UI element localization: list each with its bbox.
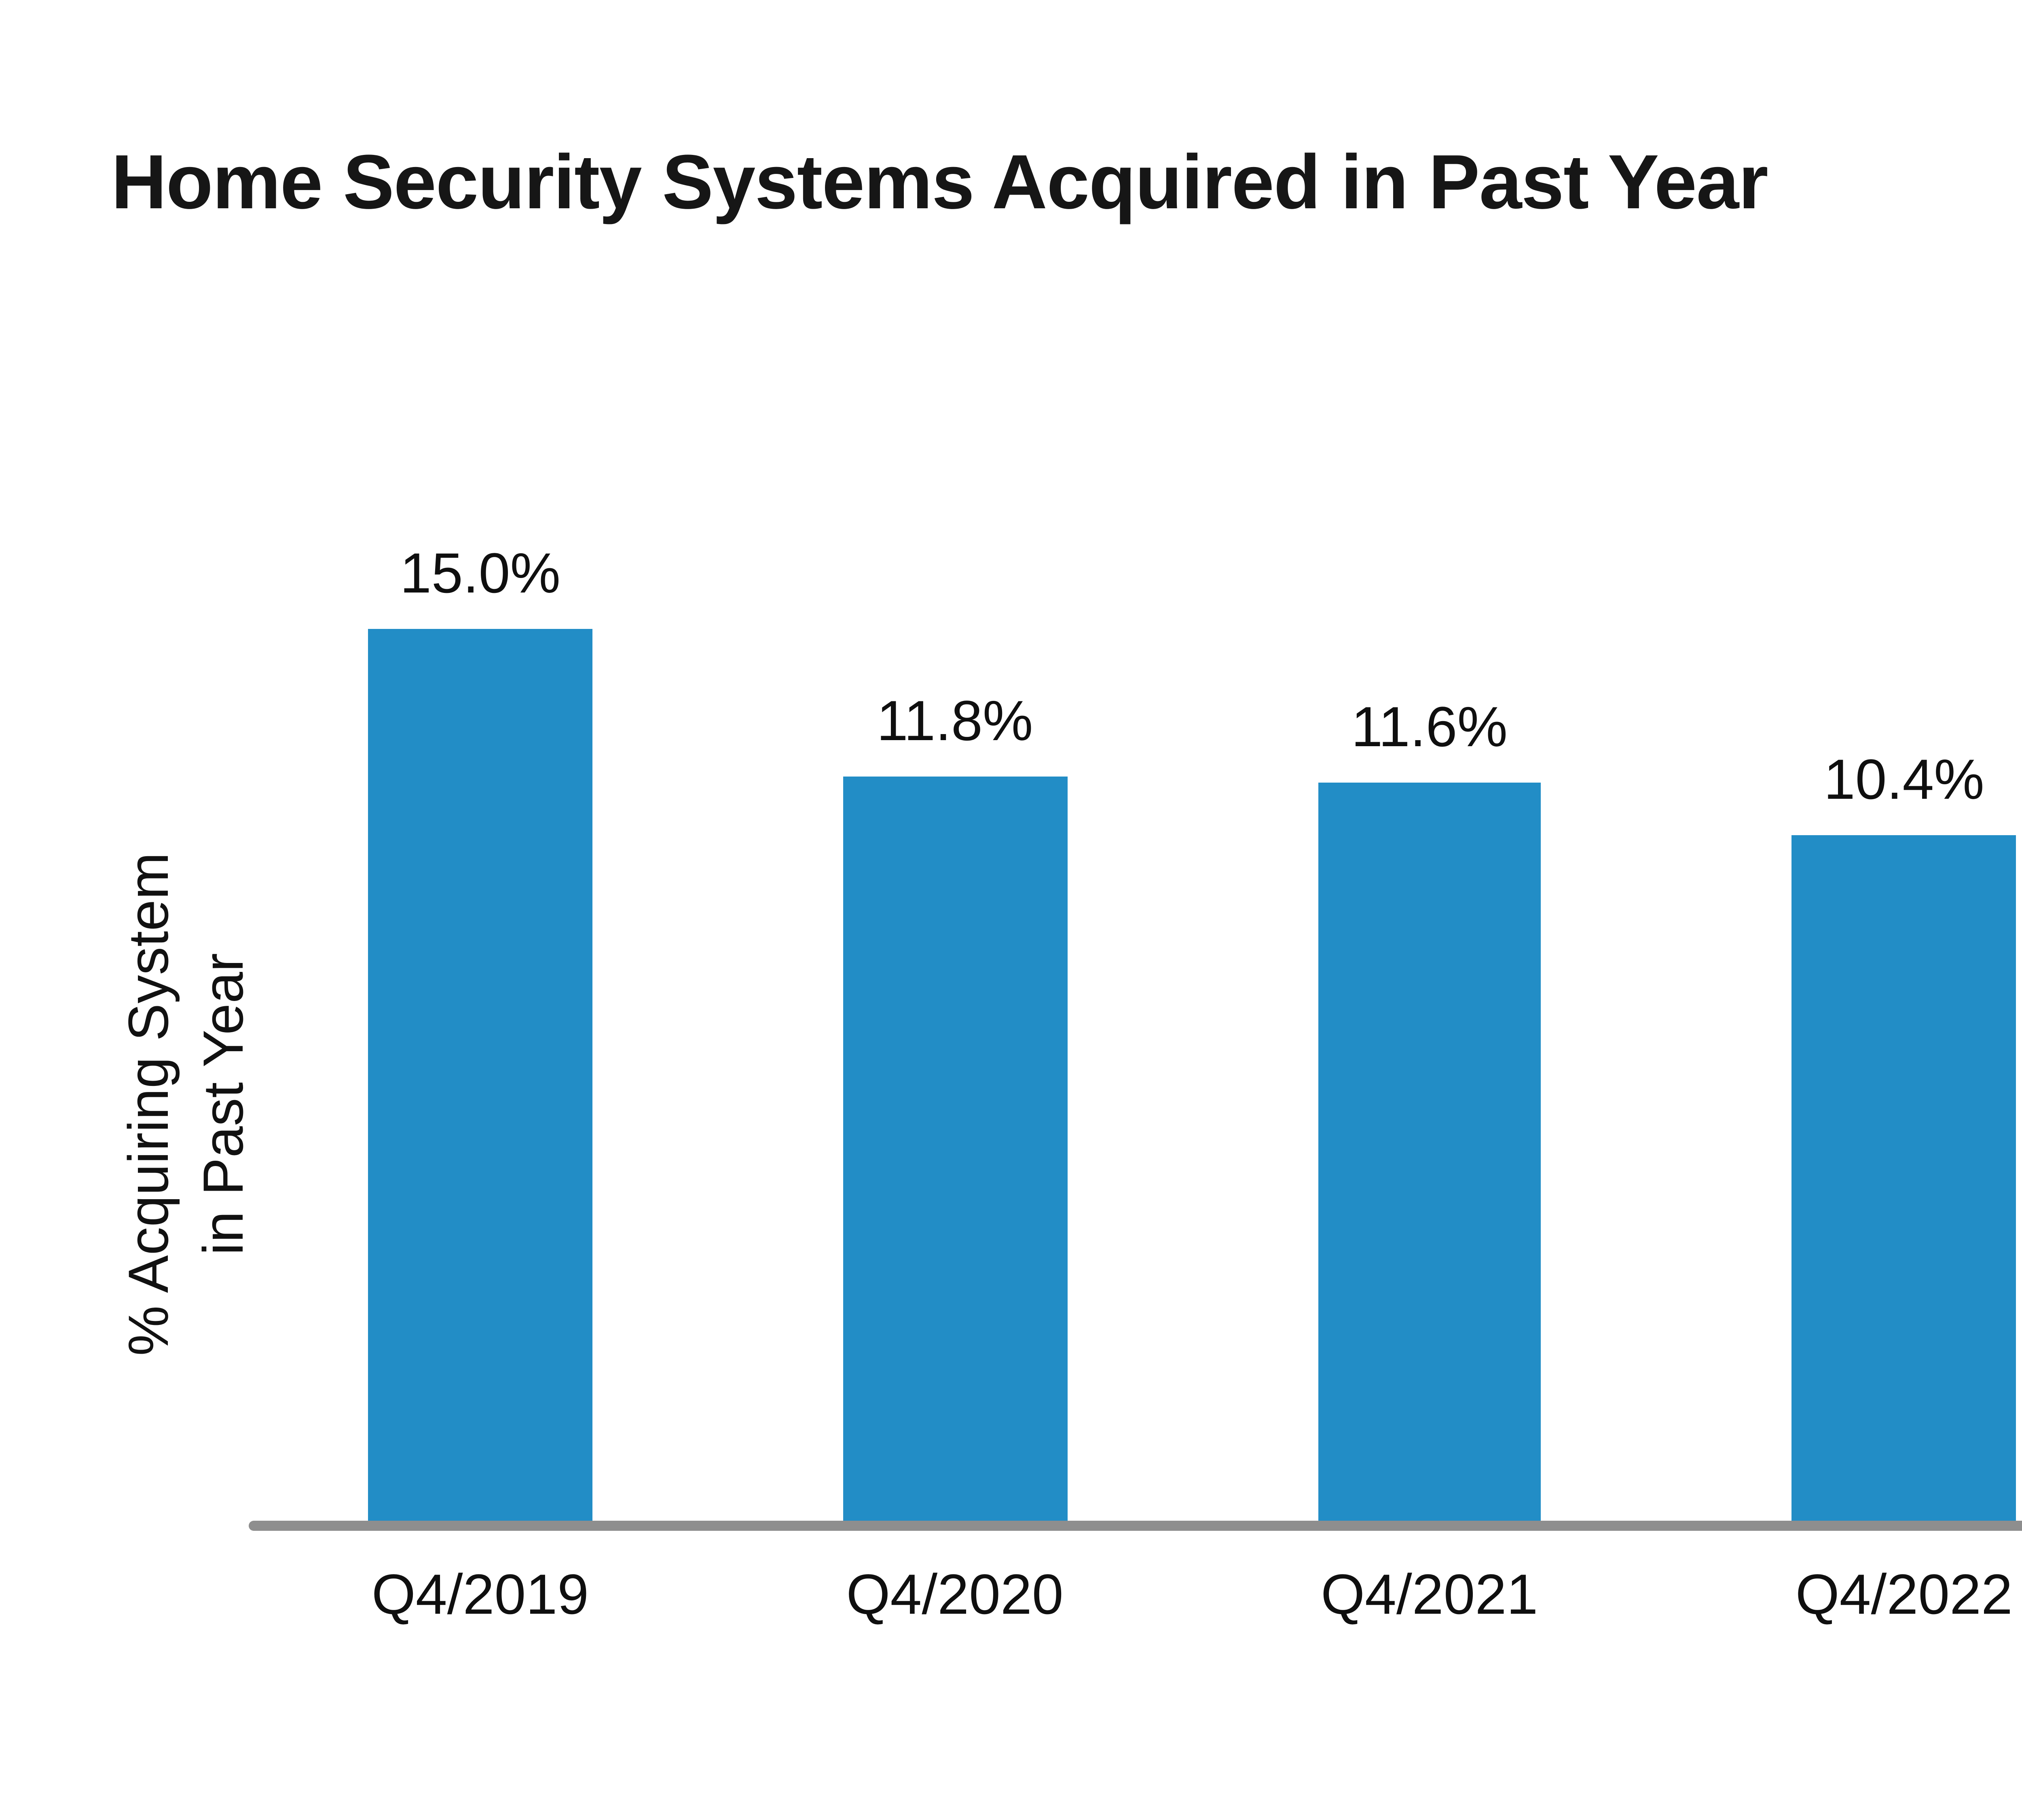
bar-q4-2020 [843,777,1067,1521]
bar-value-label: 10.4% [1823,748,1984,811]
bar-value-label: 11.6% [1351,696,1508,758]
x-axis-tick-label: Q4/2022 [1795,1563,2013,1626]
bar-q4-2022 [1792,835,2016,1521]
chart-title: Home Security Systems Acquired in Past Y… [111,142,1768,226]
bar-value-label: 15.0% [400,542,561,605]
bar-value-label: 11.8% [876,690,1033,752]
x-axis-tick-label: Q4/2021 [1321,1563,1538,1626]
x-axis-tick-label: Q4/2019 [371,1563,589,1626]
bar-q4-2021 [1318,783,1542,1521]
x-axis-tick-label: Q4/2020 [846,1563,1064,1626]
bar-q4-2019 [368,629,592,1521]
x-axis-line [247,1521,2022,1531]
